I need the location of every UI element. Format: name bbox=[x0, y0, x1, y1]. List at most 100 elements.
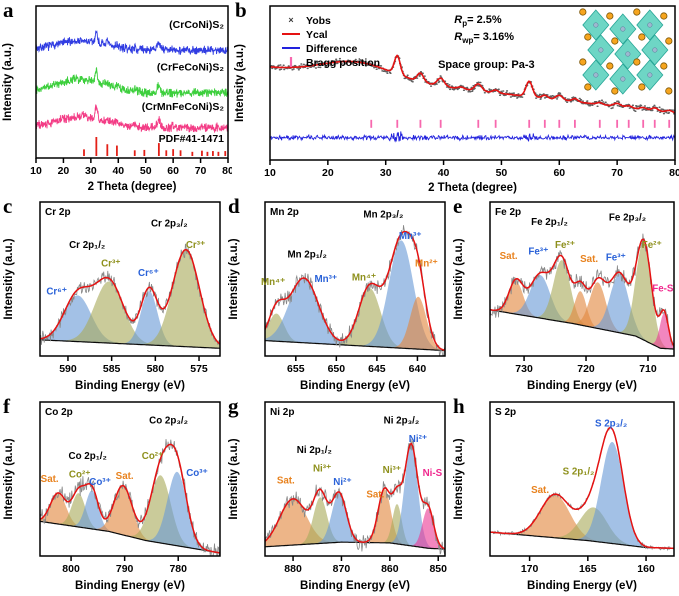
x-tick-label: 640 bbox=[409, 363, 427, 375]
chart-element: p bbox=[462, 19, 467, 28]
x-tick-label: 10 bbox=[264, 167, 276, 179]
sulfur-atom bbox=[611, 37, 619, 45]
chart-element bbox=[270, 6, 675, 160]
calculated-line bbox=[270, 54, 675, 114]
x-tick-label: 585 bbox=[103, 363, 121, 375]
axis-box bbox=[489, 201, 675, 357]
sulfur-atom bbox=[665, 87, 673, 95]
baseline-line bbox=[490, 309, 674, 350]
peak-label: Ni-S bbox=[423, 468, 443, 479]
x-tick-label: 655 bbox=[287, 363, 305, 375]
envelope-line bbox=[490, 426, 674, 550]
chart-element bbox=[36, 6, 228, 158]
envelope-line bbox=[490, 238, 674, 347]
metal-atom bbox=[652, 47, 658, 53]
peak-fill-blue bbox=[40, 471, 220, 553]
difference-line bbox=[270, 131, 675, 143]
metal-atom bbox=[598, 47, 604, 53]
peak-label: Ni²⁺ bbox=[409, 434, 427, 445]
peak-fill-olive bbox=[265, 287, 445, 351]
metal-atom bbox=[647, 22, 653, 28]
peak-label: Co²⁺ bbox=[142, 451, 164, 462]
axis-box bbox=[35, 5, 229, 159]
peak-label: Mn⁴⁺ bbox=[261, 277, 285, 288]
chart-element bbox=[265, 202, 445, 356]
peak-label: Co 2p₃/₂ bbox=[149, 416, 188, 427]
raw-data-line bbox=[40, 243, 220, 348]
y-axis-label: Intensity (a.u.) bbox=[2, 43, 14, 121]
panel-e-letter: e bbox=[453, 194, 463, 218]
pdf-reference-label: PDF#41-1471 bbox=[159, 133, 225, 145]
chart-element: = 3.16% bbox=[473, 31, 514, 43]
x-tick-label: 40 bbox=[112, 165, 124, 177]
chart-element bbox=[40, 402, 220, 556]
peak-label: S 2p₃/₂ bbox=[595, 419, 627, 430]
curve-label: (CrFeCoNi)S₂ bbox=[157, 62, 224, 74]
legend-label: Bragg position bbox=[306, 57, 380, 69]
peak-label: Co²⁺ bbox=[69, 469, 91, 480]
panel-tag: Co 2p bbox=[45, 407, 73, 418]
chart-element: Space group: Pa-3 bbox=[438, 59, 535, 71]
peak-fill-blue bbox=[490, 275, 674, 350]
sulfur-atom bbox=[606, 62, 614, 70]
peak-label: Mn³⁺ bbox=[315, 274, 338, 285]
x-tick-label: 870 bbox=[333, 563, 351, 575]
peak-label: Mn⁴⁺ bbox=[352, 273, 376, 284]
panel-g-plot: 880 870 860 850 Ni 2p Ni 2p₁/₂ Ni 2p₃/₂ Sat. Ni³… bbox=[228, 401, 447, 592]
x-axis-label: Binding Energy (eV) bbox=[300, 580, 410, 592]
metal-atom bbox=[625, 51, 631, 57]
peak-label: Sat. bbox=[580, 254, 598, 265]
envelope-line bbox=[265, 230, 445, 351]
x-axis-label: Binding Energy (eV) bbox=[527, 580, 637, 592]
panel-tag: Fe 2p bbox=[495, 207, 521, 218]
panel-d-letter: d bbox=[228, 194, 240, 218]
peak-fill-magenta bbox=[265, 508, 445, 550]
peak-label: Sat. bbox=[41, 474, 59, 485]
peak-fill-olive bbox=[490, 241, 674, 350]
panel-a-letter: a bbox=[3, 0, 14, 22]
panel-c-plot: 590 585 580 575 Cr 2p Cr 2p₁/₂ Cr 2p₃/₂ Cr⁶⁺ Cr³… bbox=[3, 201, 221, 392]
sulfur-atom bbox=[579, 8, 587, 16]
x-tick-label: 710 bbox=[639, 363, 657, 375]
x-tick-label: 880 bbox=[284, 563, 302, 575]
sulfur-atom bbox=[660, 12, 668, 20]
peak-fill-orange bbox=[490, 494, 674, 549]
x-tick-label: 70 bbox=[195, 165, 207, 177]
panel-h-letter: h bbox=[453, 394, 465, 418]
x-axis-label: Binding Energy (eV) bbox=[75, 380, 185, 392]
peak-label: Cr⁶⁺ bbox=[138, 268, 159, 279]
y-axis-label: Intensitiy (a.u.) bbox=[453, 438, 465, 519]
x-tick-label: 165 bbox=[579, 563, 597, 575]
panel-a-plot: (CrCoNi)S₂ (CrFeCoNi)S₂ (CrMnFeCoNi)S₂ PDF#… bbox=[2, 5, 232, 193]
sulfur-atom bbox=[665, 37, 673, 45]
peak-label: Ni²⁺ bbox=[333, 477, 351, 488]
peak-fill-olive bbox=[490, 507, 674, 549]
peak-label: Cr³⁺ bbox=[186, 240, 205, 251]
peak-fill-olive bbox=[265, 497, 445, 550]
peak-label: Cr 2p₃/₂ bbox=[151, 219, 188, 230]
peak-label: Fe 2p₃/₂ bbox=[609, 212, 646, 223]
peak-label: Fe 2p₁/₂ bbox=[531, 217, 568, 228]
envelope-line bbox=[40, 443, 220, 554]
panel-b: b × Yobs Ycal Difference Bragg position Rp= 2… bbox=[232, 0, 679, 196]
legend-item: Difference bbox=[282, 43, 358, 55]
peak-label: Mn³⁺ bbox=[399, 231, 422, 242]
sulfur-atom bbox=[584, 83, 592, 91]
row-2: c 590 585 580 575 Cr 2p Cr 2p₁/₂ Cr 2p₃/₂ Cr⁶⁺ C… bbox=[0, 196, 679, 396]
panel-f: f 800 790 780 Co 2p Co 2p₁/₂ Co 2p₃/₂ Sat. Co²⁺… bbox=[0, 396, 225, 596]
peak-label: Sat. bbox=[366, 489, 384, 500]
raw-data-line bbox=[265, 438, 445, 555]
sulfur-atom bbox=[611, 87, 619, 95]
baseline-line bbox=[40, 339, 220, 349]
x-tick-label: 790 bbox=[116, 563, 134, 575]
peak-label: Co 2p₁/₂ bbox=[69, 451, 107, 462]
chart-element bbox=[270, 6, 675, 160]
y-axis-label: Intensitiy (a.u.) bbox=[3, 438, 15, 519]
x-tick-label: 60 bbox=[167, 165, 179, 177]
x-tick-label: 60 bbox=[553, 167, 565, 179]
x-tick-label: 650 bbox=[328, 363, 346, 375]
axis-box bbox=[39, 401, 221, 557]
y-axis-label: Intensitiy (a.u.) bbox=[228, 438, 240, 519]
x-tick-label: 160 bbox=[637, 563, 655, 575]
